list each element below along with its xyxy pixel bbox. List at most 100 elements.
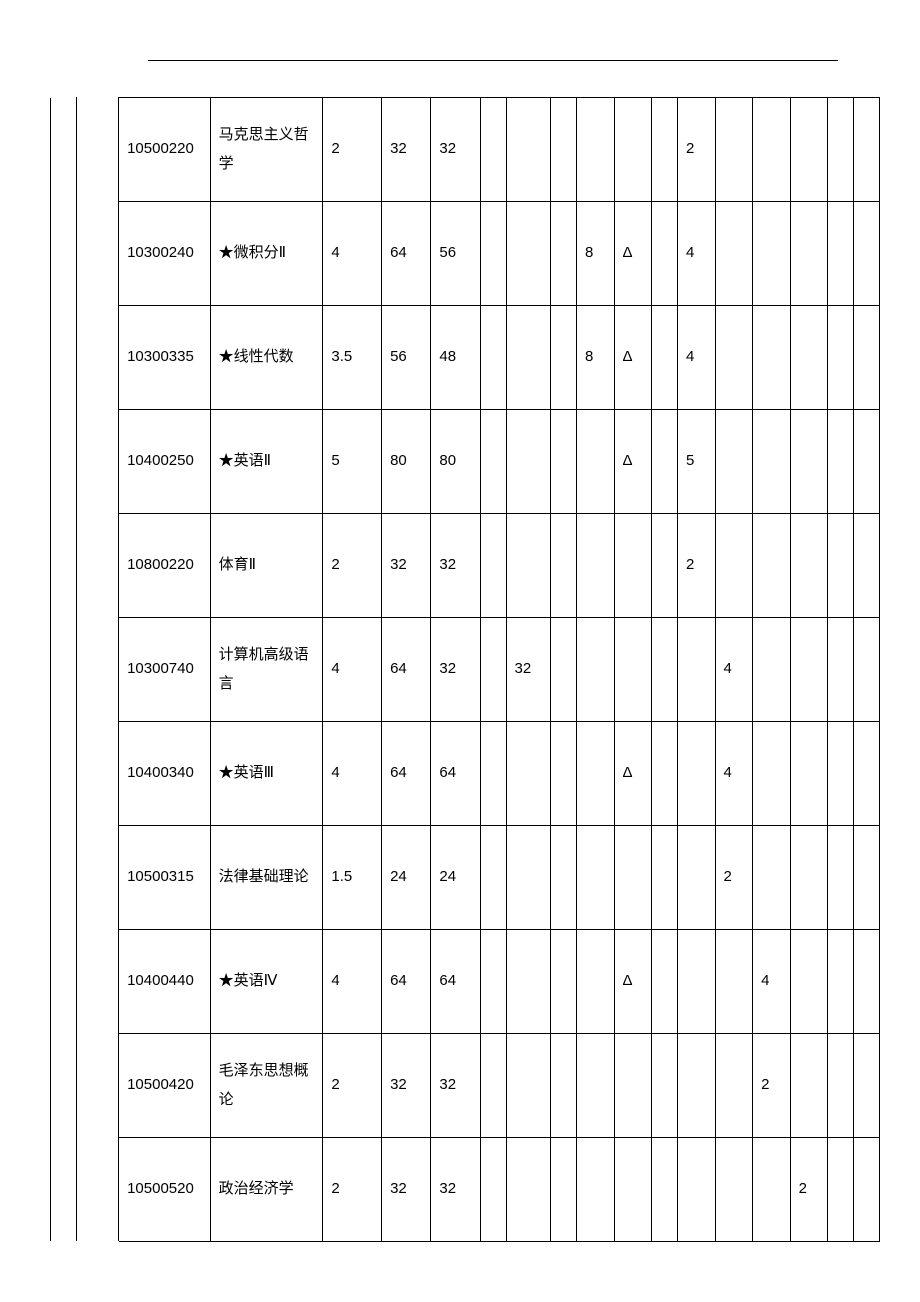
cell-text: 2 bbox=[724, 863, 732, 892]
cell-s5 bbox=[828, 1138, 854, 1242]
cell-text: 64 bbox=[439, 967, 456, 996]
cell-text: 32 bbox=[439, 551, 456, 580]
cell-s1 bbox=[677, 722, 715, 826]
cell-text: Δ bbox=[623, 447, 633, 476]
cell-text: 10300240 bbox=[127, 239, 194, 268]
cell-credit: 2 bbox=[323, 514, 382, 618]
cell-text: Δ bbox=[623, 759, 633, 788]
cell-n6 bbox=[652, 410, 678, 514]
table-row: 10500420毛泽东思想概论232322 bbox=[51, 1034, 880, 1138]
cell-h1: 64 bbox=[382, 618, 431, 722]
cell-n4 bbox=[576, 618, 614, 722]
cell-s5 bbox=[828, 514, 854, 618]
cell-text: 5 bbox=[686, 447, 694, 476]
cell-n3 bbox=[551, 202, 577, 306]
cell-text: 5 bbox=[331, 447, 339, 476]
cell-n4 bbox=[576, 514, 614, 618]
cell-h2: 48 bbox=[431, 306, 480, 410]
cell-credit: 2 bbox=[323, 98, 382, 202]
cell-s5 bbox=[828, 306, 854, 410]
cell-s3 bbox=[753, 514, 791, 618]
cell-s1 bbox=[677, 826, 715, 930]
cell-n3 bbox=[551, 618, 577, 722]
cell-n3 bbox=[551, 930, 577, 1034]
cell-n6 bbox=[652, 98, 678, 202]
cell-s3 bbox=[753, 1138, 791, 1242]
cell-text: 10500220 bbox=[127, 135, 194, 164]
cell-n4 bbox=[576, 930, 614, 1034]
cell-code: 10400440 bbox=[119, 930, 211, 1034]
cell-s5 bbox=[828, 202, 854, 306]
cell-n1 bbox=[480, 202, 506, 306]
cell-text: 56 bbox=[439, 239, 456, 268]
cell-s1: 2 bbox=[677, 98, 715, 202]
cell-s5 bbox=[828, 410, 854, 514]
cell-s3 bbox=[753, 826, 791, 930]
cell-text: 10500315 bbox=[127, 863, 194, 892]
cell-n1 bbox=[480, 722, 506, 826]
cell-s4 bbox=[790, 410, 828, 514]
cell-name: ★微积分Ⅱ bbox=[210, 202, 323, 306]
cell-s5 bbox=[828, 826, 854, 930]
cell-code: 10500420 bbox=[119, 1034, 211, 1138]
cell-s2 bbox=[715, 1034, 753, 1138]
cell-n4 bbox=[576, 722, 614, 826]
cell-n5 bbox=[614, 1034, 652, 1138]
cell-text: Δ bbox=[623, 343, 633, 372]
cell-n3 bbox=[551, 1138, 577, 1242]
cell-h2: 24 bbox=[431, 826, 480, 930]
cell-n2 bbox=[506, 1034, 551, 1138]
cell-text: 64 bbox=[390, 759, 407, 788]
cell-n4: 8 bbox=[576, 306, 614, 410]
cell-code: 10400340 bbox=[119, 722, 211, 826]
cell-n1 bbox=[480, 514, 506, 618]
cell-n1 bbox=[480, 618, 506, 722]
cell-name: ★线性代数 bbox=[210, 306, 323, 410]
cell-s3 bbox=[753, 306, 791, 410]
cell-n4 bbox=[576, 1138, 614, 1242]
cell-name: ★英语Ⅱ bbox=[210, 410, 323, 514]
cell-s2: 4 bbox=[715, 722, 753, 826]
cell-n5: Δ bbox=[614, 202, 652, 306]
cell-h1: 24 bbox=[382, 826, 431, 930]
cell-text: 56 bbox=[390, 343, 407, 372]
cell-text: ★英语Ⅳ bbox=[219, 967, 278, 996]
cell-text: 2 bbox=[799, 1175, 807, 1204]
cell-text: ★微积分Ⅱ bbox=[219, 239, 286, 268]
cell-text: Δ bbox=[623, 239, 633, 268]
cell-s2 bbox=[715, 930, 753, 1034]
cell-n5 bbox=[614, 514, 652, 618]
cell-s3: 4 bbox=[753, 930, 791, 1034]
cell-credit: 3.5 bbox=[323, 306, 382, 410]
cell-h2: 64 bbox=[431, 722, 480, 826]
cell-credit: 2 bbox=[323, 1034, 382, 1138]
cell-text: 32 bbox=[515, 655, 532, 684]
cell-name: 体育Ⅱ bbox=[210, 514, 323, 618]
cell-text: 80 bbox=[390, 447, 407, 476]
cell-h2: 32 bbox=[431, 514, 480, 618]
cell-text: 10300335 bbox=[127, 343, 194, 372]
cell-text: 10500420 bbox=[127, 1071, 194, 1100]
cell-n5 bbox=[614, 98, 652, 202]
cell-s2 bbox=[715, 202, 753, 306]
cell-n5: Δ bbox=[614, 306, 652, 410]
top-rule bbox=[148, 60, 838, 61]
cell-n5: Δ bbox=[614, 722, 652, 826]
cell-text: 2 bbox=[331, 551, 339, 580]
cell-s1 bbox=[677, 930, 715, 1034]
cell-h2: 32 bbox=[431, 98, 480, 202]
table-row: 10400250★英语Ⅱ58080Δ5 bbox=[51, 410, 880, 514]
cell-n6 bbox=[652, 306, 678, 410]
cell-s5 bbox=[828, 98, 854, 202]
cell-text: 32 bbox=[439, 135, 456, 164]
cell-s6 bbox=[854, 514, 880, 618]
cell-h1: 64 bbox=[382, 930, 431, 1034]
cell-h1: 32 bbox=[382, 1138, 431, 1242]
cell-text: 4 bbox=[686, 239, 694, 268]
cell-n2 bbox=[506, 826, 551, 930]
cell-h1: 32 bbox=[382, 1034, 431, 1138]
table-row: 10800220体育Ⅱ232322 bbox=[51, 514, 880, 618]
table-row: 10500220马克思主义哲学232322 bbox=[51, 98, 880, 202]
cell-text: 10500520 bbox=[127, 1175, 194, 1204]
cell-n6 bbox=[652, 202, 678, 306]
